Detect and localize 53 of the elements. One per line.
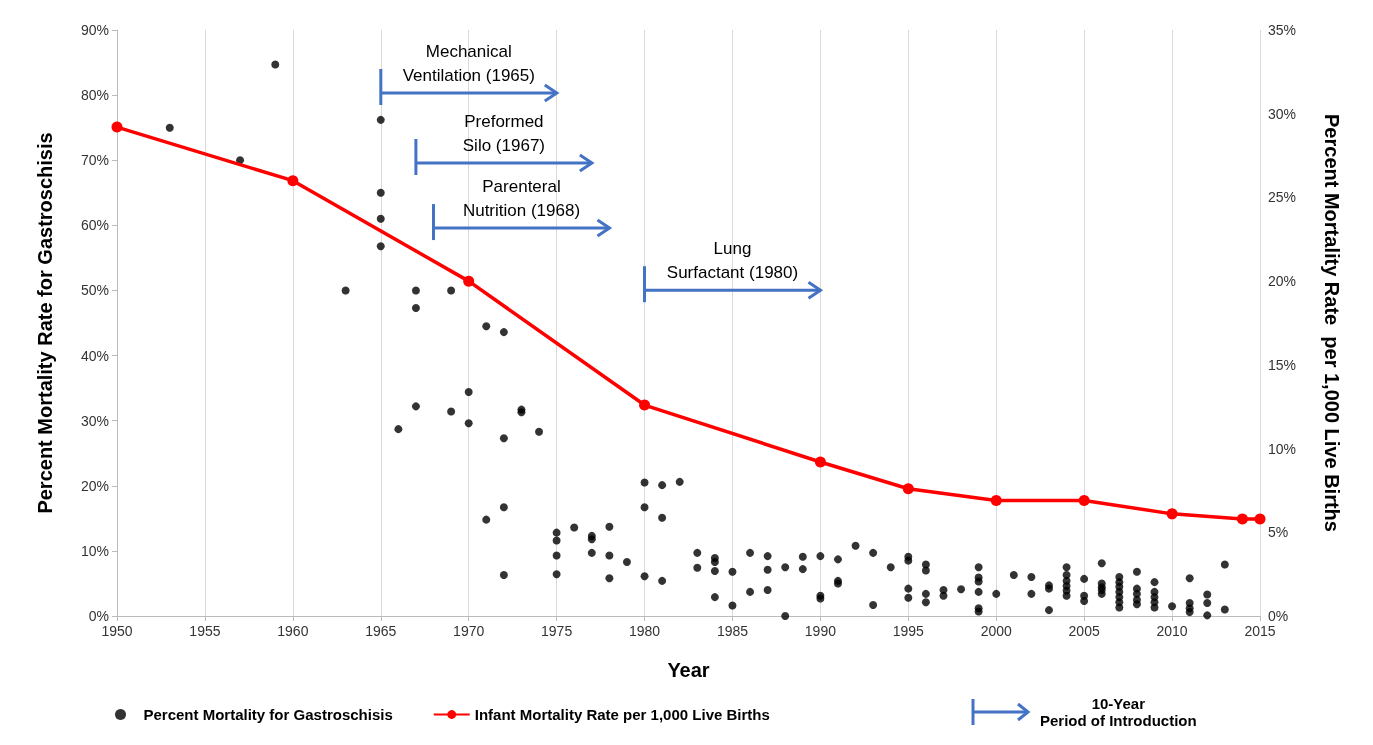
y-tick-label: 80% <box>80 87 109 104</box>
y-axis-title: Percent Mortality Rate for Gastroschisis <box>34 132 56 514</box>
x-tick-label: 1960 <box>277 623 309 639</box>
x-tick-label: 1970 <box>453 623 485 639</box>
y2-tick-label: 30% <box>1268 105 1297 122</box>
x-tick-label: 1980 <box>628 623 661 639</box>
y2-tick-label: 10% <box>1268 440 1297 457</box>
text: 10-Year Period of Introduction <box>1040 695 1197 729</box>
point <box>463 275 475 287</box>
y-tick-label: 90% <box>80 22 109 38</box>
y2-axis-title: Percent Mortality Rate per 1,000 Live Births <box>1321 114 1343 532</box>
point <box>1078 494 1090 506</box>
point <box>902 483 914 495</box>
y-tick-label: 40% <box>80 347 109 364</box>
y-tick-label: 0% <box>88 608 109 624</box>
y-tick-label: 30% <box>80 412 109 429</box>
point <box>1166 508 1178 520</box>
y2-tick-label: 15% <box>1268 356 1297 373</box>
y2-tick-label: 20% <box>1268 273 1297 290</box>
y-tick-label: 10% <box>80 542 109 559</box>
y2-tick-label: 25% <box>1268 189 1297 206</box>
point <box>1236 513 1248 525</box>
annotation: Preformed Silo (1967) <box>462 112 545 156</box>
x-tick-label: 2010 <box>1156 623 1188 639</box>
x-tick-label: 2000 <box>980 623 1013 639</box>
x-tick-label: 1985 <box>716 623 749 639</box>
x-tick-label: 2005 <box>1068 623 1100 639</box>
legend-label: Percent Mortality for Gastroschisis <box>143 706 393 723</box>
annotation: Parenteral Nutrition (1968) <box>462 177 581 221</box>
point <box>287 175 299 187</box>
y2-tick-label: 0% <box>1268 608 1289 624</box>
x-tick-label: 1990 <box>804 623 837 639</box>
legend-label: Infant Mortality Rate per 1,000 Live Births <box>474 706 770 723</box>
annotation: Lung Surfactant (1980) <box>666 239 799 283</box>
point <box>814 456 826 468</box>
y2-tick-label: 5% <box>1268 524 1289 541</box>
y2-tick-label: 35% <box>1268 22 1297 38</box>
x-tick-label: 1955 <box>189 623 221 639</box>
y-tick-label: 70% <box>80 152 109 169</box>
y-tick-label: 20% <box>80 477 109 494</box>
x-tick-label: 1975 <box>541 623 573 639</box>
x-tick-label: 1995 <box>892 623 925 639</box>
x-tick-label: 1965 <box>365 623 397 639</box>
x-tick-label: 2015 <box>1244 623 1276 639</box>
point <box>990 494 1002 506</box>
point <box>1254 513 1266 525</box>
x-axis-title: Year <box>667 659 710 681</box>
y-tick-label: 60% <box>80 217 109 234</box>
point <box>639 399 651 411</box>
annotation: Mechanical Ventilation (1965) <box>402 41 535 85</box>
y-tick-label: 50% <box>80 282 109 299</box>
point <box>111 121 123 133</box>
x-tick-label: 1950 <box>101 623 133 639</box>
